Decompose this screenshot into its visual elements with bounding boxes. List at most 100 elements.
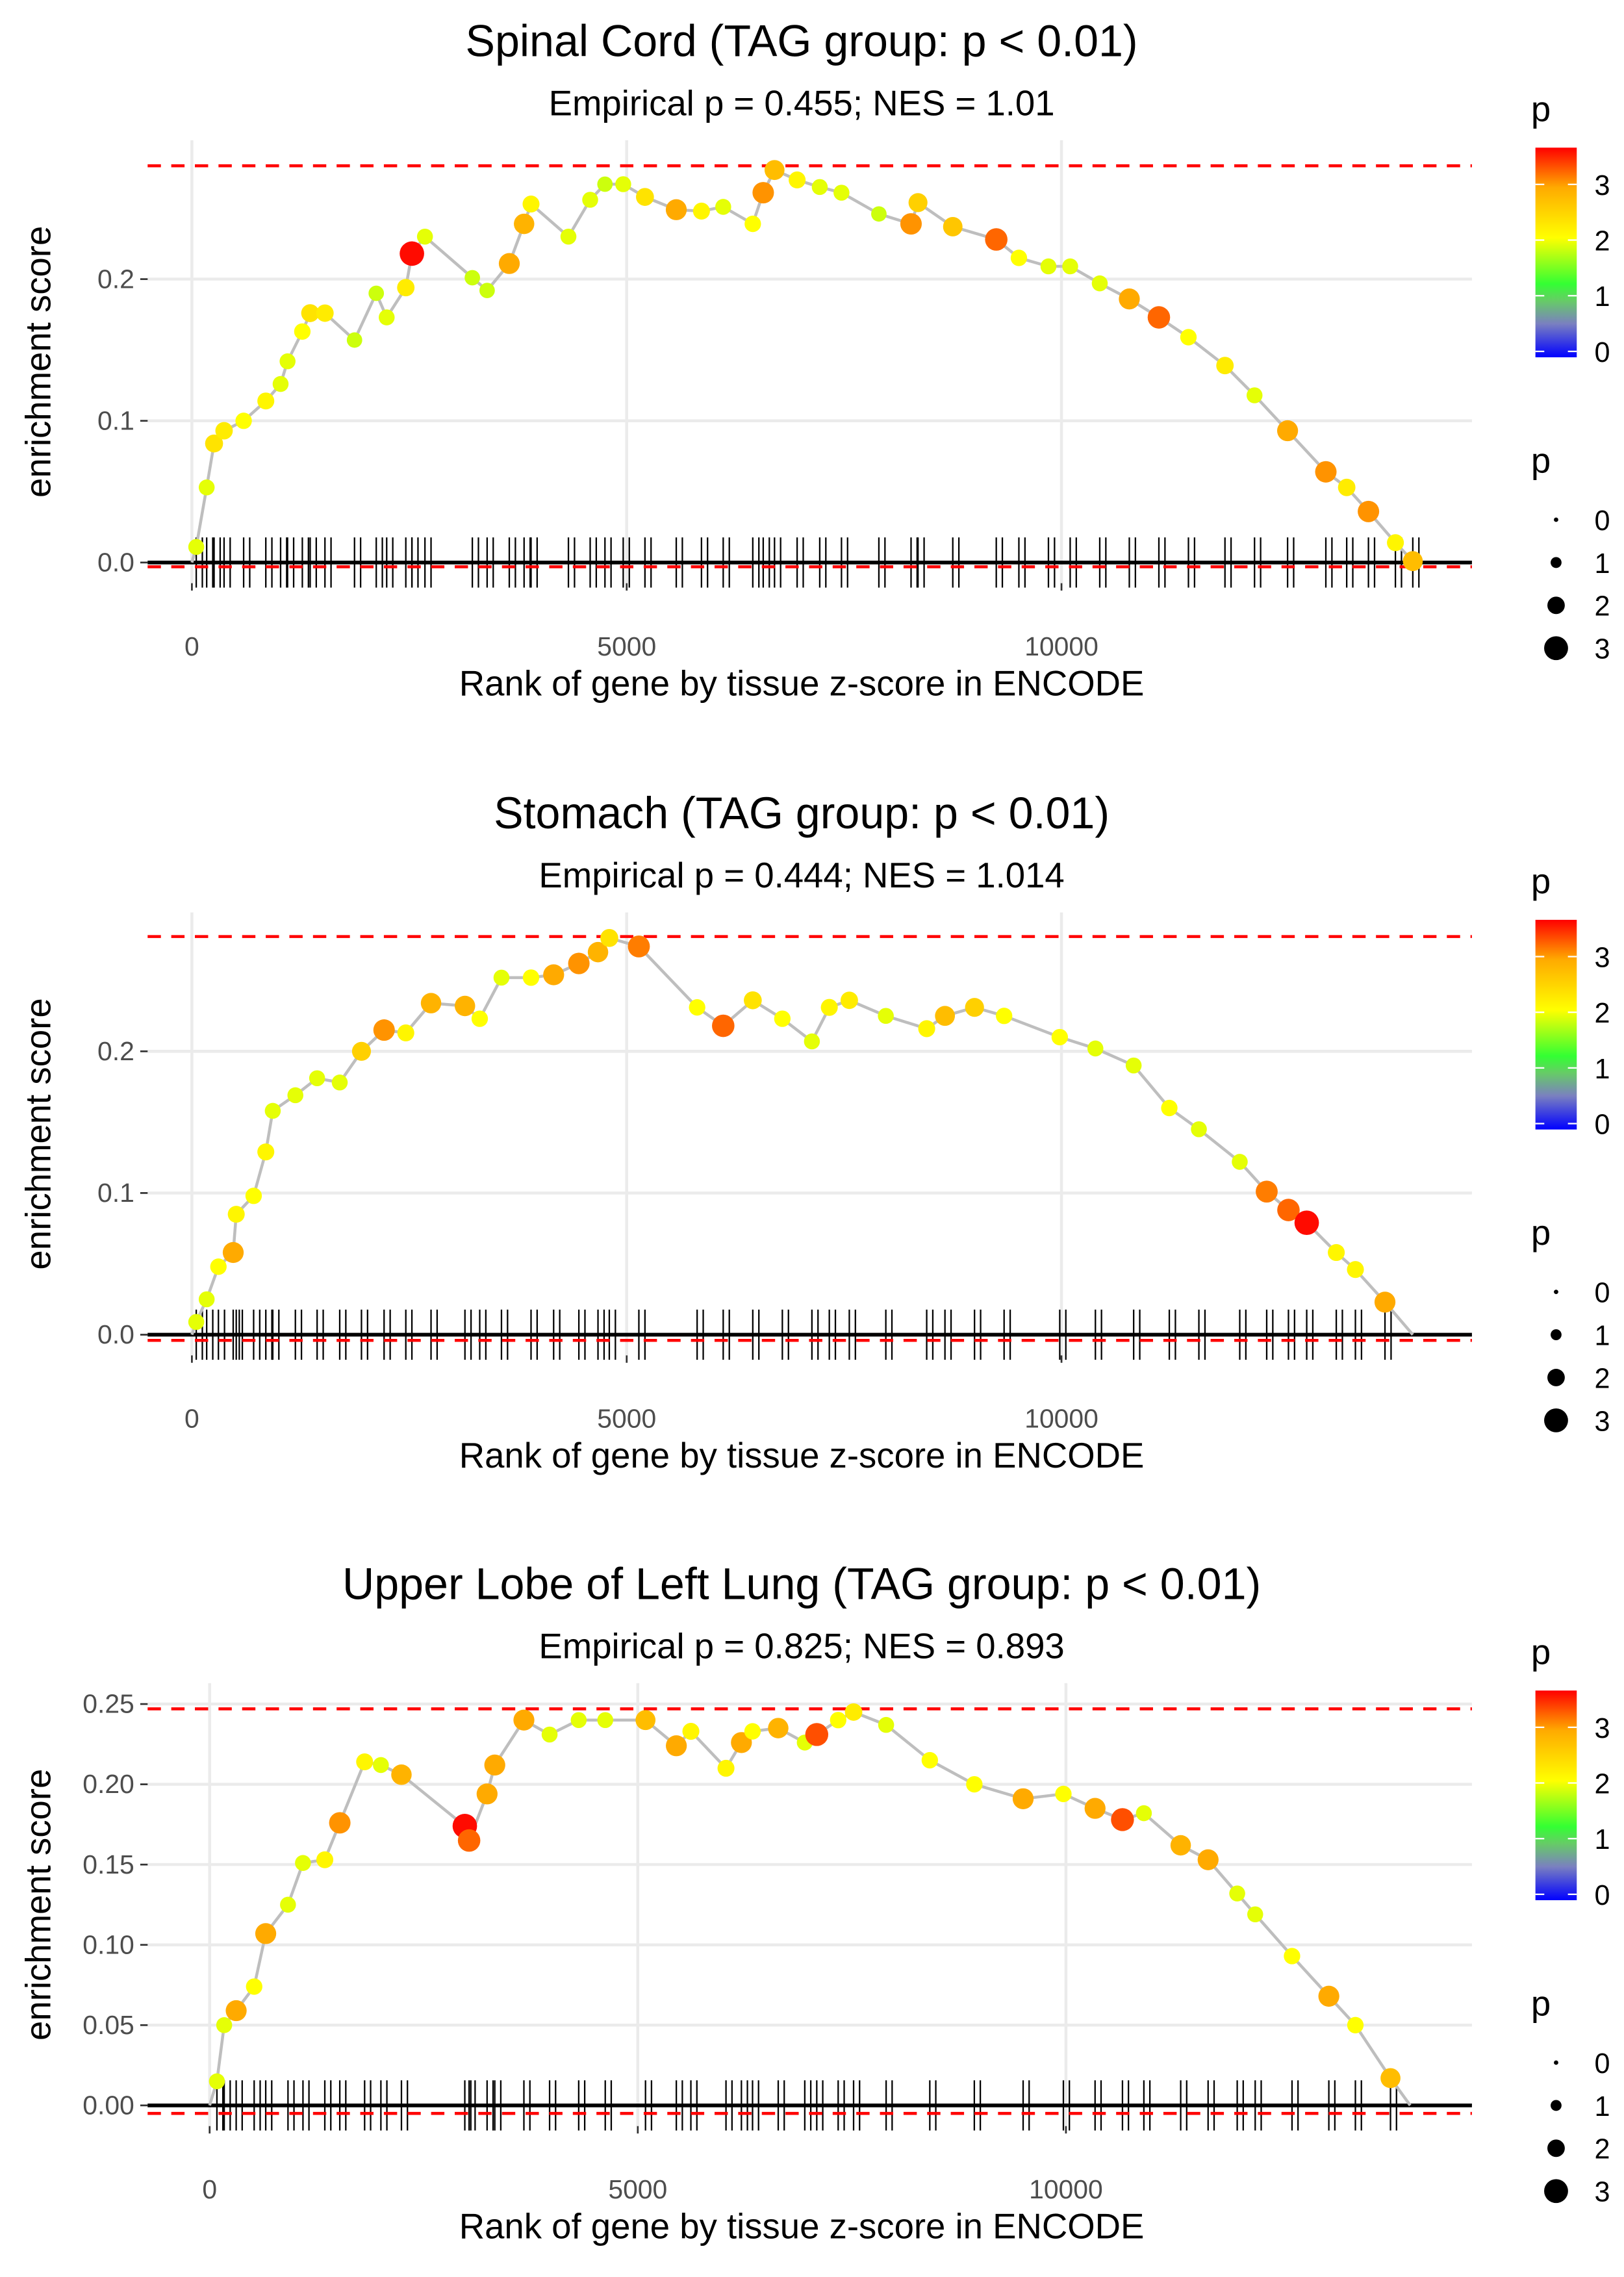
x-tick-label: 0 xyxy=(184,1404,199,1434)
color-legend-label: 3 xyxy=(1595,1713,1610,1744)
data-point xyxy=(587,941,609,963)
chart-title: Upper Lobe of Left Lung (TAG group: p < … xyxy=(342,1559,1261,1609)
color-legend-label: 1 xyxy=(1595,1824,1610,1855)
data-point xyxy=(1136,1805,1152,1822)
data-point xyxy=(210,1258,227,1275)
data-point xyxy=(1294,1210,1319,1236)
data-point xyxy=(476,1783,498,1805)
data-point xyxy=(1374,1291,1396,1313)
data-point xyxy=(471,1010,488,1027)
y-tick-label: 0.05 xyxy=(82,2010,134,2040)
data-point xyxy=(246,1978,262,1995)
data-point xyxy=(329,1812,351,1834)
data-point xyxy=(744,991,762,1010)
data-point xyxy=(198,479,215,496)
data-point xyxy=(715,199,731,215)
data-point xyxy=(522,969,540,986)
data-point xyxy=(257,1143,275,1161)
data-point xyxy=(316,1851,334,1868)
data-point xyxy=(1247,1906,1263,1923)
data-point xyxy=(1197,1849,1219,1870)
data-point xyxy=(1012,1788,1034,1809)
y-tick-label: 0.2 xyxy=(97,264,134,294)
data-point xyxy=(1170,1835,1191,1856)
x-tick-label: 5000 xyxy=(597,631,656,661)
data-point xyxy=(479,283,495,298)
data-point xyxy=(833,184,850,201)
data-point xyxy=(420,993,442,1013)
size-legend-label: 3 xyxy=(1595,2177,1610,2208)
size-legend-label: 2 xyxy=(1595,2134,1610,2165)
color-legend-label: 0 xyxy=(1595,1880,1610,1911)
data-point xyxy=(811,179,828,196)
data-point xyxy=(295,1855,311,1871)
size-legend-dot xyxy=(1551,1329,1562,1340)
data-point xyxy=(1111,1808,1134,1831)
data-point xyxy=(397,1024,414,1041)
x-tick-label: 10000 xyxy=(1024,631,1098,661)
data-point xyxy=(1232,1154,1248,1170)
data-point xyxy=(1229,1885,1245,1902)
data-point xyxy=(513,1709,535,1731)
x-tick-label: 5000 xyxy=(597,1404,656,1434)
data-point xyxy=(789,171,806,189)
data-point xyxy=(205,434,223,453)
x-axis-label: Rank of gene by tissue z-score in ENCODE xyxy=(459,2206,1145,2246)
data-point xyxy=(600,928,618,947)
y-tick-label: 0.15 xyxy=(82,1850,134,1879)
color-legend-title: p xyxy=(1531,861,1551,901)
data-point xyxy=(309,1070,325,1087)
data-point xyxy=(692,202,710,220)
data-point xyxy=(541,1726,558,1743)
data-point xyxy=(804,1033,820,1050)
y-axis-label: enrichment score xyxy=(18,226,58,498)
data-point xyxy=(188,539,205,555)
size-legend-label: 0 xyxy=(1595,505,1610,537)
data-point xyxy=(935,1006,956,1026)
data-point xyxy=(900,213,922,235)
panel-3: Upper Lobe of Left Lung (TAG group: p < … xyxy=(18,1559,1610,2246)
data-point xyxy=(222,1241,244,1264)
data-point xyxy=(1040,258,1057,275)
data-point xyxy=(985,228,1008,251)
size-legend-title: p xyxy=(1531,440,1551,480)
data-point xyxy=(416,228,433,245)
y-tick-label: 0.20 xyxy=(82,1769,134,1799)
data-point xyxy=(1216,357,1234,375)
data-point xyxy=(255,1923,277,1944)
data-point xyxy=(464,270,481,286)
data-point xyxy=(628,935,650,958)
color-legend-label: 0 xyxy=(1595,1109,1610,1140)
data-point xyxy=(752,182,774,204)
chart-subtitle: Empirical p = 0.825; NES = 0.893 xyxy=(539,1626,1064,1666)
data-point xyxy=(287,1087,303,1104)
data-point xyxy=(331,1075,348,1091)
data-point xyxy=(1180,329,1197,346)
data-point xyxy=(1125,1057,1142,1074)
color-legend-label: 3 xyxy=(1595,170,1610,201)
data-point xyxy=(368,285,385,301)
data-point xyxy=(1338,478,1356,496)
size-legend-label: 1 xyxy=(1595,548,1610,579)
y-axis-label: enrichment score xyxy=(18,998,58,1269)
data-point xyxy=(744,1723,761,1740)
data-point xyxy=(805,1723,829,1746)
data-point xyxy=(1328,1243,1345,1262)
x-tick-label: 10000 xyxy=(1029,2174,1103,2204)
data-point xyxy=(1010,249,1028,266)
data-point xyxy=(209,2073,225,2090)
data-point xyxy=(1055,1785,1072,1803)
data-point xyxy=(1387,534,1404,552)
size-legend-dot xyxy=(1544,1408,1568,1432)
data-point xyxy=(351,1041,372,1061)
data-point xyxy=(615,176,631,192)
x-tick-label: 5000 xyxy=(608,2174,667,2204)
data-point xyxy=(871,206,887,222)
data-point xyxy=(294,323,311,340)
data-point xyxy=(1091,275,1108,292)
data-point xyxy=(316,304,334,322)
data-point xyxy=(597,176,613,192)
data-point xyxy=(908,193,928,212)
data-point xyxy=(597,1712,614,1729)
